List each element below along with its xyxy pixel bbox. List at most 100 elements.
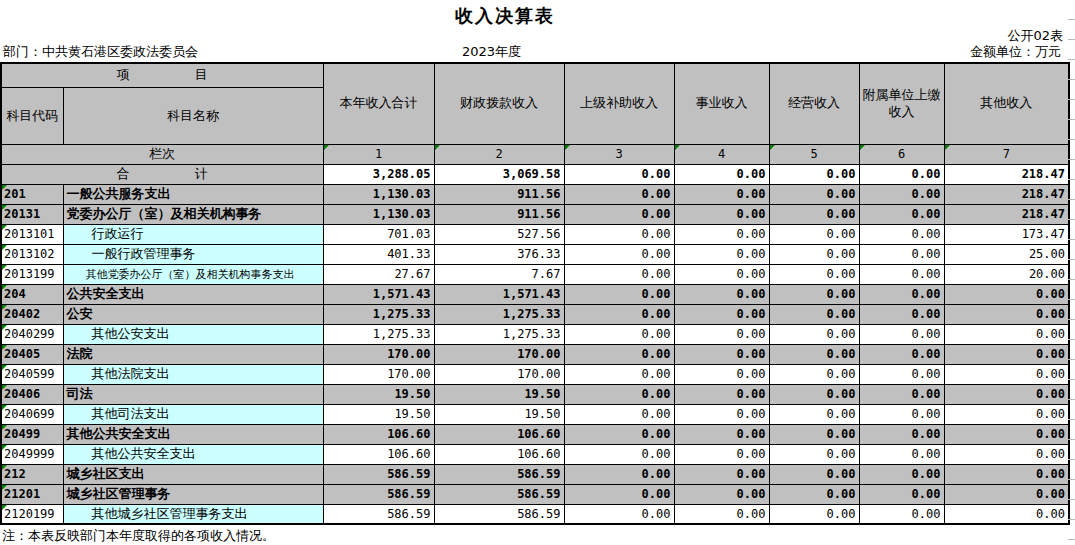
- value-cell: 0.00: [674, 344, 769, 364]
- value-cell: 0.00: [769, 444, 859, 464]
- subject-code-cell: 20402: [1, 304, 63, 324]
- table-row-204: 204公共安全支出1,571.431,571.430.000.000.000.0…: [1, 284, 1069, 304]
- value-cell: 1,571.43: [323, 284, 434, 304]
- subject-code-cell: 201: [1, 184, 63, 204]
- subject-name-cell: 公安: [63, 304, 323, 324]
- value-cell: 0.00: [674, 384, 769, 404]
- value-cell: 0.00: [944, 404, 1069, 424]
- column-number-cell: 1: [323, 144, 434, 164]
- value-cell: 0.00: [674, 284, 769, 304]
- value-cell: 1,130.03: [323, 204, 434, 224]
- cell-marker-icon: [2, 225, 7, 230]
- value-cell: 19.50: [323, 384, 434, 404]
- subject-code-cell: 20131: [1, 204, 63, 224]
- value-cell: 0.00: [674, 224, 769, 244]
- cell-marker-icon: [2, 245, 7, 250]
- value-cell: 0.00: [564, 244, 674, 264]
- subject-code-cell: 2013199: [1, 264, 63, 284]
- subject-name-cell: 其他司法支出: [63, 404, 323, 424]
- value-cell: 106.60: [434, 444, 564, 464]
- subject-name-cell: 其他公共安全支出: [63, 444, 323, 464]
- value-cell: 218.47: [944, 204, 1069, 224]
- value-cell: 0.00: [859, 224, 944, 244]
- value-cell: 170.00: [434, 364, 564, 384]
- column-number-cell: 7: [944, 144, 1069, 164]
- value-cell: 0.00: [674, 464, 769, 484]
- value-cell: 0.00: [944, 304, 1069, 324]
- column-header-affiliated-unit-income: 附属单位上缴收入: [859, 63, 944, 144]
- subject-code-cell: 2040699: [1, 404, 63, 424]
- value-cell: 19.50: [434, 384, 564, 404]
- value-cell: 0.00: [674, 404, 769, 424]
- subject-name-cell: 其他党委办公厅（室）及相关机构事务支出: [63, 264, 323, 284]
- cell-marker-icon: [2, 425, 7, 430]
- value-cell: 0.00: [859, 484, 944, 504]
- column-number-cell: 4: [674, 144, 769, 164]
- value-cell: 911.56: [434, 204, 564, 224]
- cell-marker-icon: [2, 465, 7, 470]
- cell-marker-icon: [860, 145, 865, 150]
- subject-name-cell: 公共安全支出: [63, 284, 323, 304]
- header-row-project: 项 目 本年收入合计 财政拨款收入 上级补助收入 事业收入 经营收入 附属单位上…: [1, 63, 1069, 87]
- subject-code-header-cell: 科目代码: [1, 87, 63, 144]
- value-cell: 0.00: [944, 384, 1069, 404]
- column-number-label: 1: [375, 147, 382, 161]
- column-number-cell: 2: [434, 144, 564, 164]
- subject-code-cell: 2040299: [1, 324, 63, 344]
- value-cell: 170.00: [323, 344, 434, 364]
- subject-code-cell: 20405: [1, 344, 63, 364]
- subject-code-cell: 2013102: [1, 244, 63, 264]
- value-cell: 0.00: [859, 464, 944, 484]
- value-cell: 106.60: [434, 424, 564, 444]
- value-cell: 0.00: [944, 324, 1069, 344]
- column-number-cell: 3: [564, 144, 674, 164]
- subject-name-cell: 一般行政管理事务: [63, 244, 323, 264]
- table-row-20406: 20406司法19.5019.500.000.000.000.000.00: [1, 384, 1069, 404]
- subject-code-cell: 2049999: [1, 444, 63, 464]
- value-cell: 0.00: [674, 324, 769, 344]
- subject-name-cell: 司法: [63, 384, 323, 404]
- column-number-label: 3: [615, 147, 622, 161]
- column-number-row: 栏次 1 2 3 4 5 6 7: [1, 144, 1069, 164]
- meta-row: 部门：中共黄石港区委政法委员会 2023年度 金额单位：万元: [0, 43, 1068, 59]
- value-cell: 0.00: [769, 344, 859, 364]
- value-cell: 0.00: [674, 184, 769, 204]
- value-cell: 0.00: [564, 464, 674, 484]
- cell-marker-icon: [2, 325, 7, 330]
- value-cell: 0.00: [674, 304, 769, 324]
- value-cell: 586.59: [323, 484, 434, 504]
- value-cell: 0.00: [564, 324, 674, 344]
- value-cell: 0.00: [859, 344, 944, 364]
- column-number-label: 2: [495, 147, 502, 161]
- cell-marker-icon: [2, 265, 7, 270]
- value-cell: 0.00: [769, 384, 859, 404]
- value-cell: 0.00: [859, 504, 944, 524]
- value-cell: 0.00: [564, 504, 674, 524]
- value-cell: 0.00: [944, 284, 1069, 304]
- value-cell: 0.00: [859, 424, 944, 444]
- value-cell: 25.00: [944, 244, 1069, 264]
- subject-code-cell: 2040599: [1, 364, 63, 384]
- table-row-2049999: 2049999其他公共安全支出106.60106.600.000.000.000…: [1, 444, 1069, 464]
- value-cell: 0.00: [564, 264, 674, 284]
- cell-marker-icon: [2, 365, 7, 370]
- value-cell: 19.50: [323, 404, 434, 424]
- value-cell: 586.59: [323, 504, 434, 524]
- cell-marker-icon: [2, 205, 7, 210]
- value-cell: 0.00: [674, 204, 769, 224]
- table-row-20402: 20402公安1,275.331,275.330.000.000.000.000…: [1, 304, 1069, 324]
- value-cell: 376.33: [434, 244, 564, 264]
- fiscal-year-label: 2023年度: [462, 43, 521, 61]
- cell-marker-icon: [675, 145, 680, 150]
- subject-code-cell: 212: [1, 464, 63, 484]
- column-number-cell: 5: [769, 144, 859, 164]
- value-cell: 0.00: [769, 304, 859, 324]
- value-cell: 911.56: [434, 184, 564, 204]
- value-cell: 1,275.33: [434, 304, 564, 324]
- total-value-cell: 0.00: [769, 164, 859, 184]
- value-cell: 0.00: [769, 324, 859, 344]
- value-cell: 0.00: [769, 284, 859, 304]
- subject-name-cell: 其他公共安全支出: [63, 424, 323, 444]
- cell-marker-icon: [2, 185, 7, 190]
- value-cell: 1,275.33: [323, 304, 434, 324]
